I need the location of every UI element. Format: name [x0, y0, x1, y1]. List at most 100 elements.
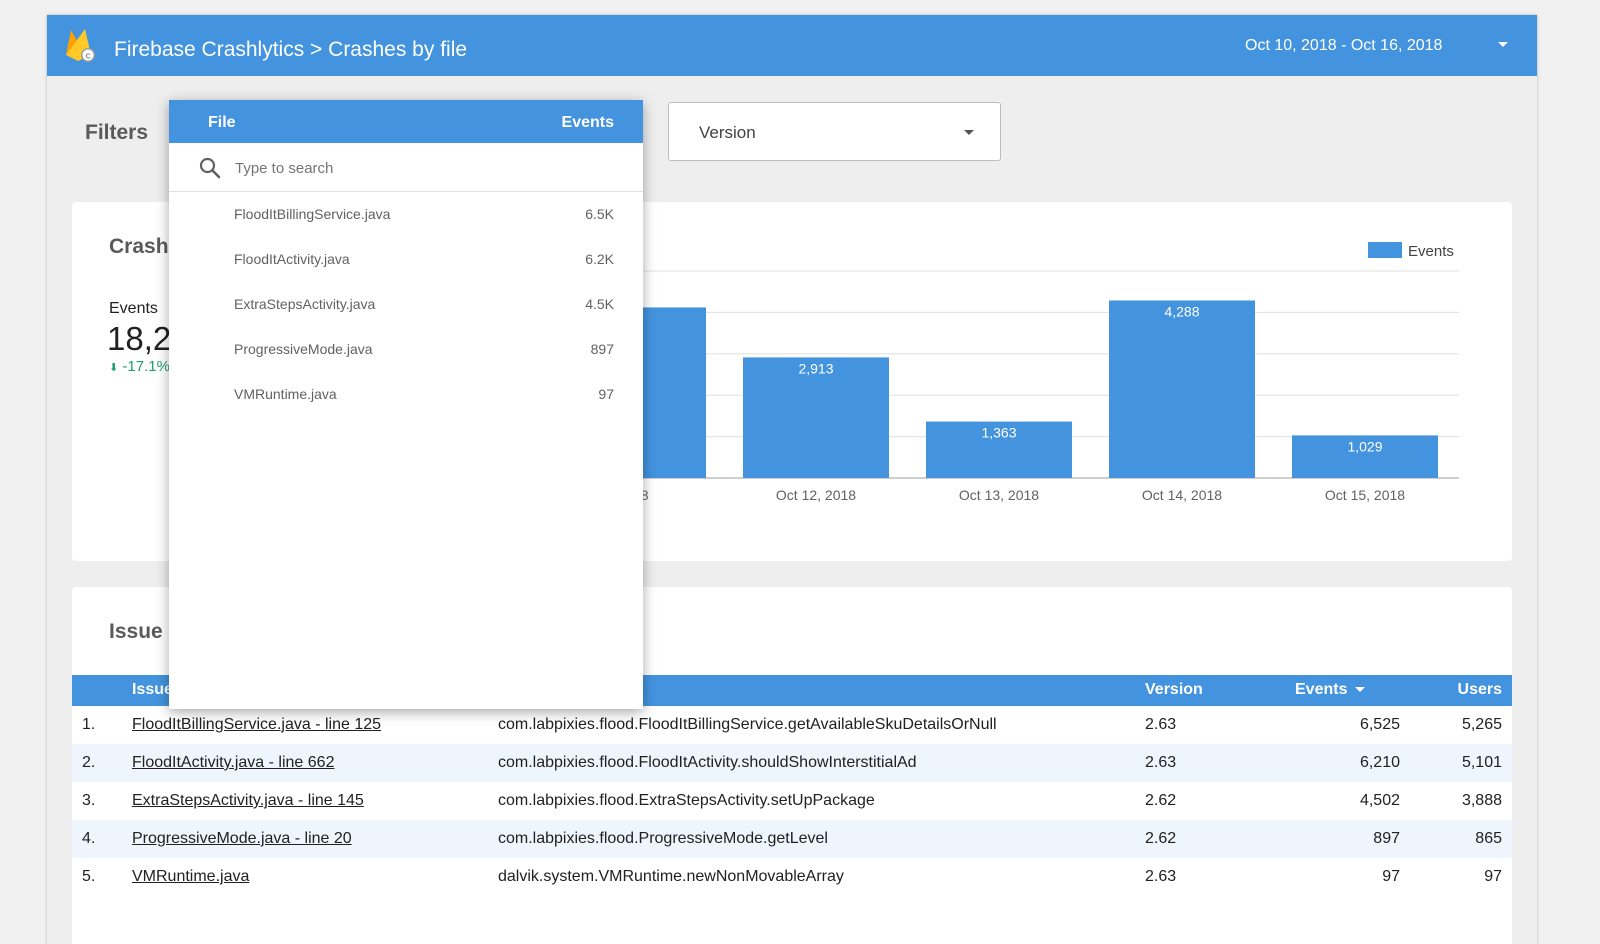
issue-users: 865 [1475, 830, 1502, 847]
top-bar: c Firebase Crashlytics > Crashes by file… [47, 15, 1537, 76]
bar-data-label: 1,363 [981, 425, 1016, 441]
table-row: 2. FloodItActivity.java - line 662 com.lab… [72, 744, 1512, 782]
search-icon [199, 157, 221, 179]
table-row: 4. ProgressiveMode.java - line 20 com.labp… [72, 820, 1512, 858]
table-row: 3. ExtraStepsActivity.java - line 145 com.… [72, 782, 1512, 820]
row-index: 5. [82, 868, 96, 885]
chart-bar[interactable] [926, 421, 1072, 478]
issue-users: 5,101 [1461, 754, 1502, 771]
bar-data-label: 4,288 [1164, 303, 1199, 319]
column-header-users[interactable]: Users [1457, 681, 1502, 698]
issue-method: com.labpixies.flood.ProgressiveMode.getL… [498, 830, 828, 847]
file-option-events: 4.5K [585, 296, 614, 312]
metric-label: Events [109, 300, 158, 317]
file-filter-dropdown: File Events FloodItBillingService.java 6.… [169, 100, 643, 709]
issue-version: 2.63 [1145, 868, 1177, 885]
table-row: 1. FloodItBillingService.java - line 125 c… [72, 706, 1512, 744]
issue-method: com.labpixies.flood.ExtraStepsActivity.s… [498, 792, 875, 809]
svg-text:c: c [86, 51, 91, 61]
date-range-picker[interactable]: Oct 10, 2018 - Oct 16, 2018 [1245, 37, 1443, 54]
x-tick-label: Oct 13, 2018 [959, 487, 1039, 503]
arrow-down-icon: ⬇ [109, 362, 119, 374]
issue-users: 3,888 [1461, 792, 1502, 809]
file-option-name: FloodItActivity.java [234, 251, 350, 267]
file-search-input[interactable] [233, 155, 617, 181]
issue-events: 97 [1382, 868, 1400, 885]
sort-desc-icon [1355, 687, 1366, 693]
table-row: 5. VMRuntime.java dalvik.system.VMRuntime.… [72, 858, 1512, 896]
issue-events: 4,502 [1359, 792, 1400, 809]
firebase-logo-icon: c [66, 29, 95, 62]
column-header-events-label: Events [1295, 681, 1348, 698]
issue-version: 2.62 [1145, 792, 1177, 809]
column-header-issue[interactable]: Issue [132, 681, 173, 698]
x-tick-label: Oct 12, 2018 [776, 487, 856, 503]
file-option[interactable]: ProgressiveMode.java 897 [169, 326, 643, 371]
file-option-events: 897 [590, 341, 614, 357]
chevron-down-icon[interactable] [1498, 42, 1508, 47]
issue-link[interactable]: FloodItActivity.java - line 662 [132, 754, 335, 771]
column-header-events[interactable]: Events [1295, 681, 1366, 699]
version-filter[interactable]: Version [668, 102, 1001, 161]
issue-version: 2.63 [1145, 716, 1177, 733]
bar-data-label: 1,029 [1347, 438, 1382, 454]
file-option-events: 6.5K [585, 206, 614, 222]
file-option-events: 6.2K [585, 251, 614, 267]
chevron-down-icon [964, 130, 974, 135]
file-dropdown-col-events: Events [561, 114, 614, 131]
file-option-name: VMRuntime.java [234, 386, 337, 402]
issue-link[interactable]: VMRuntime.java [132, 868, 250, 885]
file-dropdown-col-file: File [208, 114, 236, 131]
row-index: 2. [82, 754, 96, 771]
issue-link[interactable]: ProgressiveMode.java - line 20 [132, 830, 352, 847]
file-option-name: ExtraStepsActivity.java [234, 296, 376, 312]
issues-card: Issue Issue Version Events Users 1. Flood… [72, 587, 1512, 944]
file-option-name: ProgressiveMode.java [234, 341, 373, 357]
file-option[interactable]: FloodItActivity.java 6.2K [169, 236, 643, 281]
file-dropdown-header: File Events [169, 100, 643, 143]
column-header-version[interactable]: Version [1145, 681, 1203, 698]
row-index: 3. [82, 792, 96, 809]
file-search-box [169, 143, 643, 192]
issue-link[interactable]: FloodItBillingService.java - line 125 [132, 716, 382, 733]
chart-bar[interactable] [1292, 435, 1438, 478]
metric-value: 18,2 [107, 320, 172, 357]
file-option[interactable]: VMRuntime.java 97 [169, 371, 643, 416]
file-option[interactable]: ExtraStepsActivity.java 4.5K [169, 281, 643, 326]
metric-delta-value: -17.1% [122, 358, 170, 375]
issue-events: 897 [1373, 830, 1400, 847]
issue-events: 6,525 [1359, 716, 1400, 733]
issue-users: 97 [1484, 868, 1502, 885]
legend-label: Events [1408, 243, 1454, 260]
row-index: 4. [82, 830, 96, 847]
file-option-name: FloodItBillingService.java [234, 206, 391, 222]
file-option-events: 97 [598, 386, 614, 402]
x-tick-label: Oct 14, 2018 [1142, 487, 1222, 503]
issue-method: dalvik.system.VMRuntime.newNonMovableArr… [498, 868, 844, 885]
file-option[interactable]: FloodItBillingService.java 6.5K [169, 191, 643, 236]
chart-legend: Events [1368, 242, 1454, 260]
row-index: 1. [82, 716, 96, 733]
chart-card-title: Crash [109, 235, 169, 258]
x-tick-label: Oct 15, 2018 [1325, 487, 1405, 503]
issue-link[interactable]: ExtraStepsActivity.java - line 145 [132, 792, 364, 809]
bar-data-label: 2,913 [798, 360, 833, 376]
issue-version: 2.62 [1145, 830, 1177, 847]
version-filter-label: Version [699, 123, 756, 142]
metric-delta: ⬇ -17.1% [109, 358, 170, 375]
issues-card-title: Issue [109, 620, 163, 643]
legend-swatch [1368, 242, 1402, 258]
chart-bar[interactable] [1109, 300, 1255, 478]
issue-version: 2.63 [1145, 754, 1177, 771]
filters-label: Filters [85, 121, 149, 144]
issue-method: com.labpixies.flood.FloodItActivity.shou… [498, 754, 917, 771]
issue-events: 6,210 [1359, 754, 1400, 771]
page-title: Firebase Crashlytics > Crashes by file [114, 38, 468, 61]
issue-method: com.labpixies.flood.FloodItBillingServic… [498, 716, 997, 733]
report-page: c Firebase Crashlytics > Crashes by file… [47, 15, 1537, 944]
issue-users: 5,265 [1461, 716, 1502, 733]
chart-bar[interactable] [743, 357, 889, 478]
